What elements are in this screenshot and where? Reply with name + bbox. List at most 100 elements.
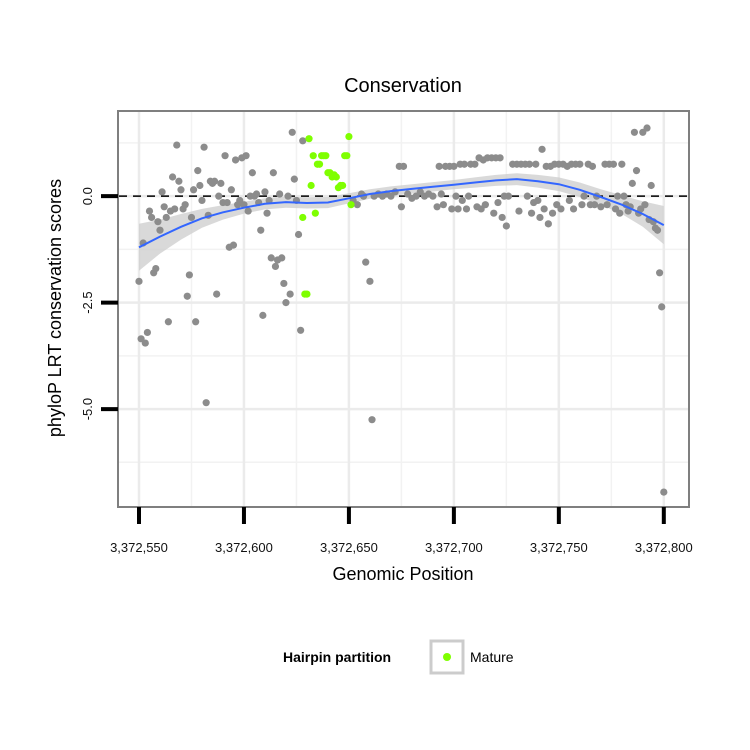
x-tick-label-5: 3,372,800 xyxy=(635,540,693,555)
other-point-18 xyxy=(173,141,181,149)
other-point-19 xyxy=(175,177,183,185)
y-axis-title: phyloP LRT conservation scores xyxy=(45,179,65,437)
y-axis: 0.0 -2.5 -5.0 xyxy=(80,187,118,420)
other-point-14 xyxy=(164,318,172,326)
other-point-109 xyxy=(450,162,458,170)
other-point-128 xyxy=(494,198,502,207)
other-point-16 xyxy=(168,173,177,181)
other-point-198 xyxy=(660,488,668,496)
other-point-37 xyxy=(213,290,221,298)
other-point-17 xyxy=(171,205,179,213)
other-point-190 xyxy=(643,124,651,132)
other-point-176 xyxy=(614,192,622,200)
other-point-179 xyxy=(620,192,628,200)
other-point-94 xyxy=(399,162,408,170)
other-point-39 xyxy=(217,179,225,187)
mature-point-19 xyxy=(339,181,347,190)
other-point-83 xyxy=(362,258,370,266)
other-point-65 xyxy=(271,262,280,271)
other-point-160 xyxy=(569,205,578,213)
other-point-105 xyxy=(439,201,447,209)
other-point-163 xyxy=(578,201,586,209)
other-point-28 xyxy=(194,167,202,175)
points-mature xyxy=(299,132,355,298)
other-point-36 xyxy=(210,177,219,185)
other-point-101 xyxy=(429,192,437,200)
other-point-185 xyxy=(632,167,641,175)
other-point-56 xyxy=(252,190,261,198)
other-point-108 xyxy=(448,205,456,213)
points-other xyxy=(135,124,668,496)
other-point-59 xyxy=(259,311,267,319)
other-point-71 xyxy=(284,192,292,200)
x-tick-label-0: 3,372,550 xyxy=(110,540,168,555)
mature-point-21 xyxy=(343,152,351,160)
plot-panel xyxy=(117,110,690,508)
other-point-13 xyxy=(162,213,170,222)
other-point-178 xyxy=(618,160,626,168)
other-point-68 xyxy=(278,254,286,262)
other-point-162 xyxy=(576,160,584,168)
other-point-44 xyxy=(227,186,235,194)
other-point-151 xyxy=(548,209,557,217)
mature-point-6 xyxy=(311,209,319,217)
other-point-133 xyxy=(504,192,513,200)
other-point-103 xyxy=(435,162,443,170)
other-point-174 xyxy=(609,160,618,168)
other-point-42 xyxy=(223,198,231,207)
mature-point-5 xyxy=(309,152,317,160)
other-point-129 xyxy=(496,154,504,162)
other-point-60 xyxy=(261,188,269,196)
mature-point-23 xyxy=(347,201,355,209)
legend-key-box xyxy=(429,639,465,675)
other-point-11 xyxy=(158,188,166,196)
other-point-167 xyxy=(588,162,597,170)
other-point-189 xyxy=(641,201,649,209)
other-point-141 xyxy=(527,209,536,217)
other-point-114 xyxy=(460,160,468,168)
other-point-8 xyxy=(152,264,160,273)
other-point-63 xyxy=(267,254,275,262)
other-point-38 xyxy=(215,192,223,200)
mature-point-0 xyxy=(299,213,307,222)
other-point-164 xyxy=(580,192,588,200)
other-point-61 xyxy=(263,209,271,217)
other-point-136 xyxy=(515,207,523,215)
mature-point-4 xyxy=(307,181,315,190)
other-point-32 xyxy=(202,399,210,407)
other-point-73 xyxy=(288,128,296,136)
other-point-24 xyxy=(185,271,193,279)
other-point-27 xyxy=(192,318,200,326)
other-point-144 xyxy=(534,196,542,205)
other-point-80 xyxy=(353,201,361,209)
confidence-band xyxy=(139,173,664,271)
other-point-84 xyxy=(366,277,374,285)
other-point-4 xyxy=(143,328,151,337)
other-point-93 xyxy=(397,203,406,211)
other-point-116 xyxy=(464,192,473,200)
mature-point-11 xyxy=(322,152,330,160)
x-axis-title: Genomic Position xyxy=(332,564,473,584)
other-point-76 xyxy=(294,230,303,239)
other-point-118 xyxy=(471,160,479,168)
other-point-149 xyxy=(544,220,552,228)
other-point-62 xyxy=(265,196,273,205)
other-point-184 xyxy=(630,128,639,136)
other-point-74 xyxy=(290,175,298,183)
x-tick-label-4: 3,372,750 xyxy=(530,540,588,555)
confidence-band-area xyxy=(139,173,664,271)
y-tick-label-2: -5.0 xyxy=(80,398,95,420)
other-point-196 xyxy=(656,269,664,277)
smooth-trend-line xyxy=(138,178,665,249)
chart-title: Conservation xyxy=(344,75,462,97)
other-point-3 xyxy=(141,339,149,347)
legend-label-mature: Mature xyxy=(470,649,514,665)
mature-point-16 xyxy=(332,173,340,181)
other-point-104 xyxy=(437,190,445,198)
other-point-146 xyxy=(538,145,546,153)
other-point-46 xyxy=(231,156,240,164)
other-point-140 xyxy=(525,160,534,168)
other-point-29 xyxy=(196,181,204,190)
other-point-111 xyxy=(454,205,462,213)
